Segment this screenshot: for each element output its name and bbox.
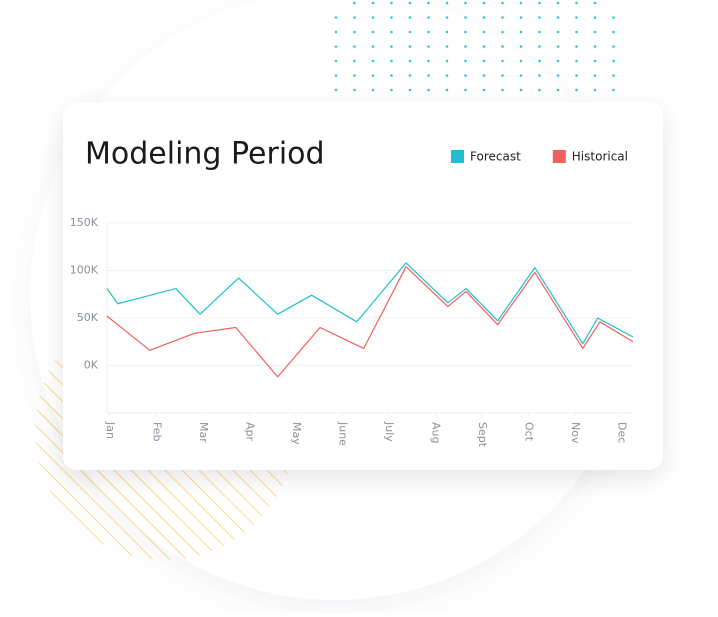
x-tick-label: Sept [476, 422, 489, 448]
y-tick-label: 100K [70, 264, 99, 277]
legend: Historical Forecast [451, 150, 628, 164]
x-tick-label: July [383, 421, 396, 442]
series-line [106, 262, 634, 345]
x-tick-label: May [290, 422, 303, 445]
x-tick-label: Mar [197, 422, 210, 443]
x-tick-label: Feb [150, 422, 163, 441]
dot-decoration [330, 0, 625, 100]
plot: 0K 50K 100K 150K Jan Feb Mar Apr May June July Aug S… [70, 216, 634, 448]
legend-label: Historical [572, 150, 628, 164]
legend-swatch [451, 150, 464, 163]
x-tick-label: Apr [243, 422, 256, 442]
x-tick-label: June [336, 421, 349, 446]
x-tick-label: Dec [615, 422, 628, 443]
chart-title: Modeling Period [85, 137, 325, 172]
x-tick-label: Aug [429, 422, 442, 443]
x-tick-label: Nov [569, 422, 582, 444]
series-line [106, 266, 634, 378]
x-tick-label: Jan [104, 421, 117, 439]
y-tick-label: 0K [84, 359, 99, 372]
legend-swatch [552, 150, 566, 163]
y-tick-label: 50K [77, 311, 99, 324]
x-tick-label: Oct [522, 422, 535, 442]
card [63, 102, 663, 470]
legend-label: Forecast [470, 150, 521, 164]
y-tick-label: 150K [70, 216, 99, 229]
